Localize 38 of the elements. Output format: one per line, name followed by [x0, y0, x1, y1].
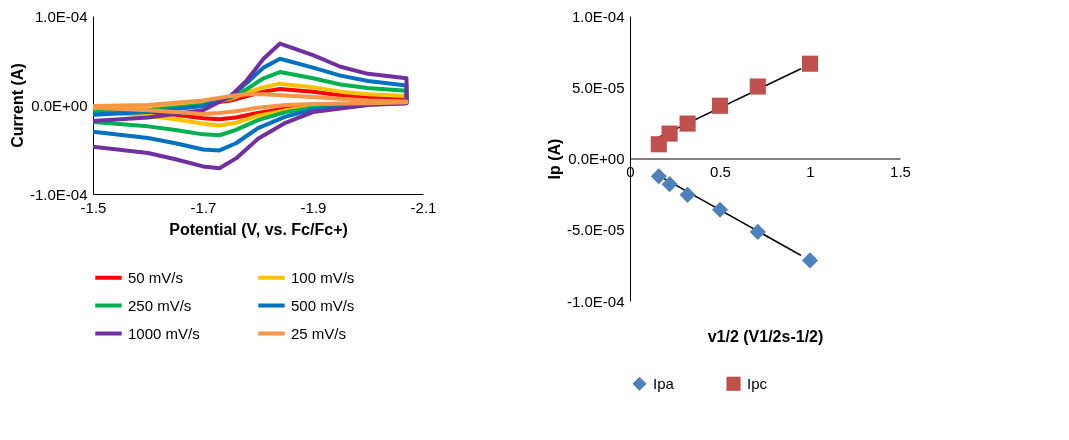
legend-label: Ipc	[747, 374, 768, 392]
legend-label: 50 mV/s	[128, 268, 184, 286]
legend-label: 500 mV/s	[291, 296, 355, 314]
y-tick-label: -1.0E-04	[566, 292, 625, 310]
point	[801, 252, 819, 269]
line-series	[93, 92, 409, 116]
legend-label: 100 mV/s	[291, 268, 355, 286]
y-tick-label: 5.0E-05	[571, 78, 625, 96]
y-tick-label: 1.0E-04	[571, 7, 625, 25]
x-tick-label: -1.9	[300, 198, 327, 216]
y-tick-label: -5.0E-05	[566, 221, 625, 239]
point	[801, 55, 819, 72]
y-tick-label: 0.0E+00	[568, 150, 625, 167]
y-axis-title: Ip (A)	[545, 138, 563, 180]
point	[679, 186, 696, 203]
x-axis-title: v1/2 (V1/2s-1/2)	[707, 327, 824, 345]
legend-label: Ipa	[653, 374, 675, 392]
point	[711, 201, 729, 218]
point	[650, 168, 667, 185]
legend-label: 250 mV/s	[128, 296, 192, 314]
point	[679, 115, 696, 132]
legend-label: 1000 mV/s	[128, 324, 200, 342]
x-tick-label: -2.1	[410, 198, 437, 216]
point	[749, 78, 766, 95]
y-axis-title: Current (A)	[8, 63, 26, 148]
x-axis-title: Potential (V, vs. Fc/Fc+)	[169, 220, 348, 238]
point	[661, 176, 678, 193]
point	[711, 97, 729, 114]
point	[661, 125, 678, 142]
point	[749, 223, 766, 240]
y-tick-label: 0.0E+00	[31, 96, 88, 114]
x-tick-label: -1.7	[190, 198, 217, 216]
x-tick-label: 0.5	[710, 163, 731, 180]
x-tick-label: 1	[806, 163, 815, 180]
x-tick-label: 1.5	[890, 163, 911, 180]
legend-label: 25 mV/s	[291, 324, 347, 342]
y-tick-label: 1.0E-04	[34, 7, 88, 25]
y-tick-label: -1.0E-04	[29, 185, 88, 203]
